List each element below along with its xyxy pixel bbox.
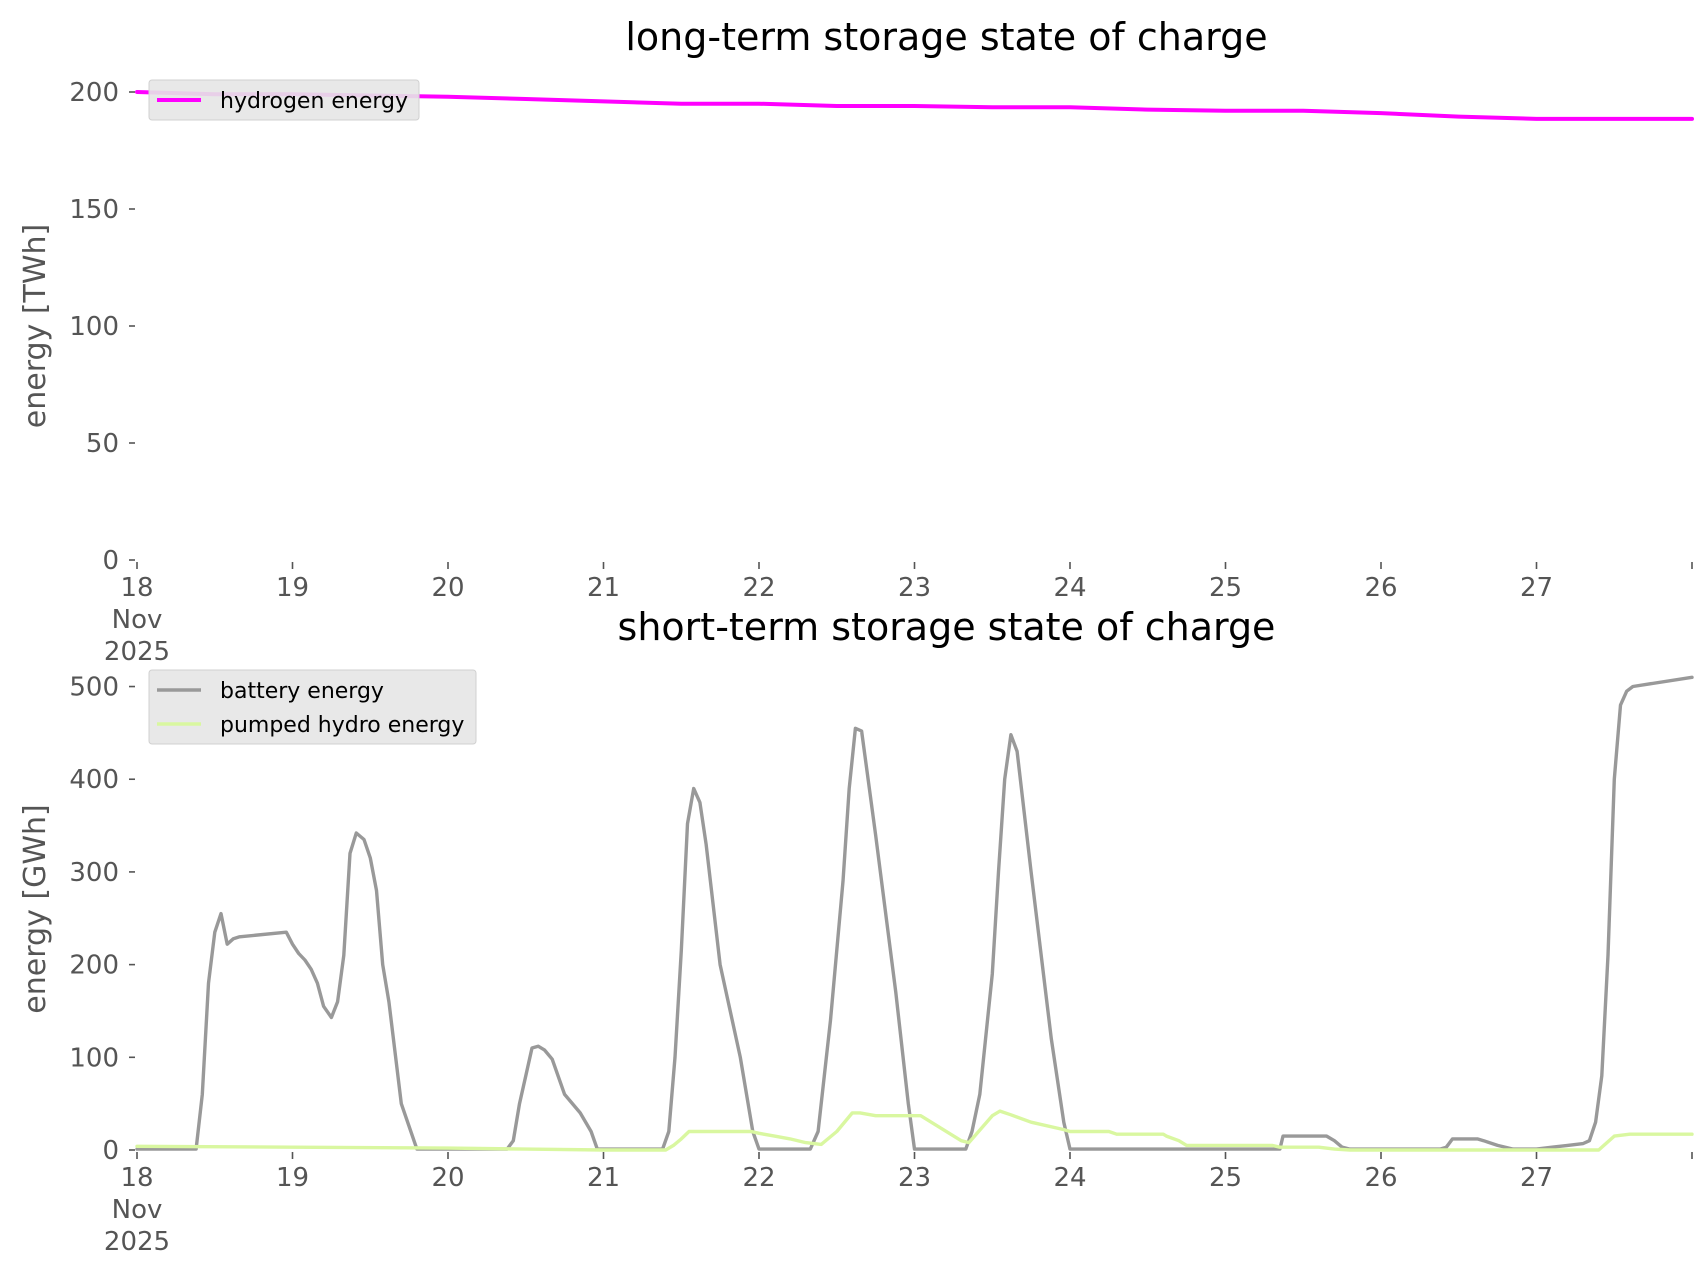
series-line-pumped-hydro-energy xyxy=(135,1109,1694,1152)
y-axis-label: energy [TWh] xyxy=(18,224,53,428)
y-tick-label: 200 xyxy=(69,78,119,108)
x-tick-label: 25 xyxy=(1209,1163,1242,1193)
y-tick-label: 500 xyxy=(69,673,119,703)
y-tick-label: 0 xyxy=(102,546,119,576)
y-tick-label: 200 xyxy=(69,951,119,981)
chart-title: short-term storage state of charge xyxy=(618,605,1276,649)
chart-title: long-term storage state of charge xyxy=(625,15,1267,59)
legend: battery energy pumped hydro energy xyxy=(148,669,477,745)
series-line-battery-energy xyxy=(135,675,1694,1151)
y-tick-label: 0 xyxy=(102,1136,119,1166)
x-tick-label: 2025 xyxy=(104,1227,170,1257)
y-tick-label: 400 xyxy=(69,765,119,795)
legend-label: pumped hydro energy xyxy=(220,713,464,738)
x-tick-label: 23 xyxy=(898,573,931,603)
y-tick-label: 50 xyxy=(86,429,119,459)
x-tick-label: 2025 xyxy=(104,637,170,667)
y-axis-label: energy [GWh] xyxy=(18,804,53,1013)
y-tick-label: 300 xyxy=(69,858,119,888)
x-tick-label: 18 xyxy=(120,1163,153,1193)
y-tick-label: 150 xyxy=(69,195,119,225)
x-tick-label: Nov xyxy=(112,605,163,635)
x-tick-label: 19 xyxy=(276,573,309,603)
legend-label: battery energy xyxy=(220,679,384,704)
x-tick-label: 27 xyxy=(1520,573,1553,603)
x-tick-label: 26 xyxy=(1364,573,1397,603)
x-tick-label: 27 xyxy=(1520,1163,1553,1193)
x-tick-label: 23 xyxy=(898,1163,931,1193)
legend-label: hydrogen energy xyxy=(220,89,408,114)
x-tick-label: 20 xyxy=(431,573,464,603)
legend-box xyxy=(148,669,477,745)
x-tick-label: 19 xyxy=(276,1163,309,1193)
x-tick-label: 25 xyxy=(1209,573,1242,603)
chart-panel-2: short-term storage state of charge energy… xyxy=(18,605,1694,1257)
legend: hydrogen energy xyxy=(148,79,420,121)
x-tick-label: Nov xyxy=(112,1195,163,1225)
legend-box xyxy=(148,79,420,121)
x-tick-label: 21 xyxy=(587,1163,620,1193)
x-tick-label: 24 xyxy=(1053,1163,1086,1193)
x-tick-label: 20 xyxy=(431,1163,464,1193)
x-tick-label: 26 xyxy=(1364,1163,1397,1193)
x-tick-label: 21 xyxy=(587,573,620,603)
y-tick-label: 100 xyxy=(69,312,119,342)
x-tick-label: 22 xyxy=(742,1163,775,1193)
chart-panel-1: long-term storage state of charge energy … xyxy=(18,15,1694,667)
x-tick-label: 24 xyxy=(1053,573,1086,603)
x-tick-label: 18 xyxy=(120,573,153,603)
y-tick-label: 100 xyxy=(69,1043,119,1073)
x-tick-label: 22 xyxy=(742,573,775,603)
